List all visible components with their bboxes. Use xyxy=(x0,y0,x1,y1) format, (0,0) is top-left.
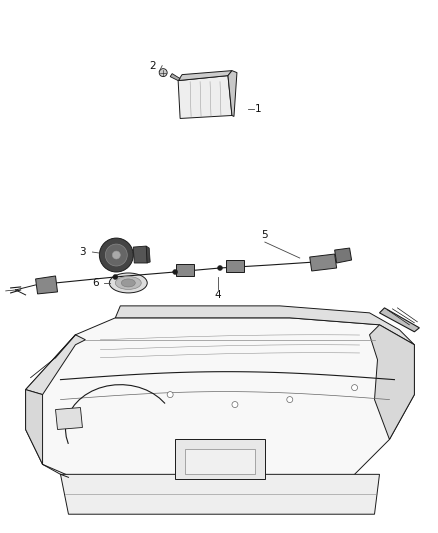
Polygon shape xyxy=(133,246,147,263)
Circle shape xyxy=(159,69,167,77)
Polygon shape xyxy=(176,263,194,277)
Polygon shape xyxy=(185,449,255,474)
Polygon shape xyxy=(170,74,180,80)
Text: 5: 5 xyxy=(261,230,268,240)
Polygon shape xyxy=(25,318,414,489)
Circle shape xyxy=(232,401,238,408)
Circle shape xyxy=(352,385,357,391)
Text: 6: 6 xyxy=(92,278,99,288)
Circle shape xyxy=(106,244,127,266)
Circle shape xyxy=(218,265,223,270)
Polygon shape xyxy=(335,248,352,263)
Text: 4: 4 xyxy=(215,290,221,300)
Polygon shape xyxy=(25,335,85,394)
Polygon shape xyxy=(60,474,379,514)
Polygon shape xyxy=(178,76,232,118)
Polygon shape xyxy=(146,246,150,263)
Polygon shape xyxy=(25,390,42,464)
Polygon shape xyxy=(228,71,237,117)
Polygon shape xyxy=(370,325,414,439)
Circle shape xyxy=(173,270,178,274)
Circle shape xyxy=(99,238,133,272)
Circle shape xyxy=(112,251,120,259)
Ellipse shape xyxy=(110,273,147,293)
Polygon shape xyxy=(310,254,337,271)
Text: 2: 2 xyxy=(149,61,155,71)
Polygon shape xyxy=(115,306,414,345)
Circle shape xyxy=(167,392,173,398)
Ellipse shape xyxy=(115,277,141,289)
Text: 1: 1 xyxy=(255,103,261,114)
Circle shape xyxy=(113,274,118,279)
Polygon shape xyxy=(35,276,57,294)
Polygon shape xyxy=(379,308,419,332)
Polygon shape xyxy=(226,260,244,272)
Polygon shape xyxy=(56,408,82,430)
Polygon shape xyxy=(178,71,232,80)
Circle shape xyxy=(287,397,293,402)
Text: 3: 3 xyxy=(79,247,86,257)
Polygon shape xyxy=(175,439,265,479)
Ellipse shape xyxy=(121,279,135,287)
